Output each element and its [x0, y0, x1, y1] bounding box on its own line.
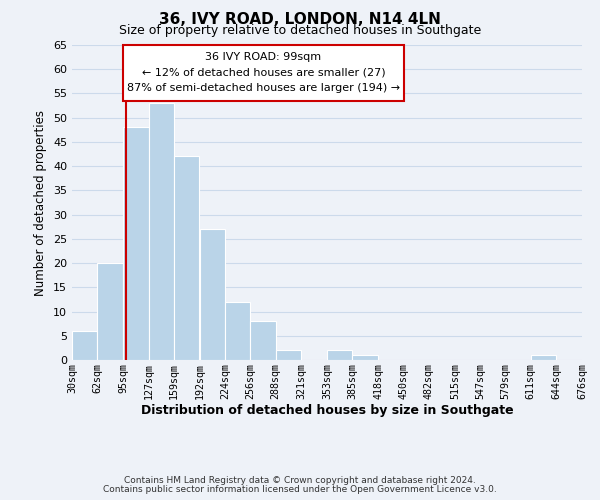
Bar — [174, 156, 199, 360]
FancyBboxPatch shape — [124, 45, 404, 100]
Bar — [72, 331, 97, 360]
Bar — [275, 350, 301, 360]
Y-axis label: Number of detached properties: Number of detached properties — [34, 110, 47, 296]
Text: Contains public sector information licensed under the Open Government Licence v3: Contains public sector information licen… — [103, 484, 497, 494]
Bar — [97, 263, 122, 360]
Bar — [200, 229, 225, 360]
Text: Size of property relative to detached houses in Southgate: Size of property relative to detached ho… — [119, 24, 481, 37]
X-axis label: Distribution of detached houses by size in Southgate: Distribution of detached houses by size … — [140, 404, 514, 417]
Bar — [352, 355, 377, 360]
Bar — [250, 321, 275, 360]
Bar — [225, 302, 250, 360]
Text: 36, IVY ROAD, LONDON, N14 4LN: 36, IVY ROAD, LONDON, N14 4LN — [159, 12, 441, 28]
Bar — [149, 103, 174, 360]
Bar — [530, 355, 556, 360]
Bar — [327, 350, 352, 360]
Text: Contains HM Land Registry data © Crown copyright and database right 2024.: Contains HM Land Registry data © Crown c… — [124, 476, 476, 485]
Bar — [124, 128, 149, 360]
Text: 36 IVY ROAD: 99sqm
← 12% of detached houses are smaller (27)
87% of semi-detache: 36 IVY ROAD: 99sqm ← 12% of detached hou… — [127, 52, 400, 94]
